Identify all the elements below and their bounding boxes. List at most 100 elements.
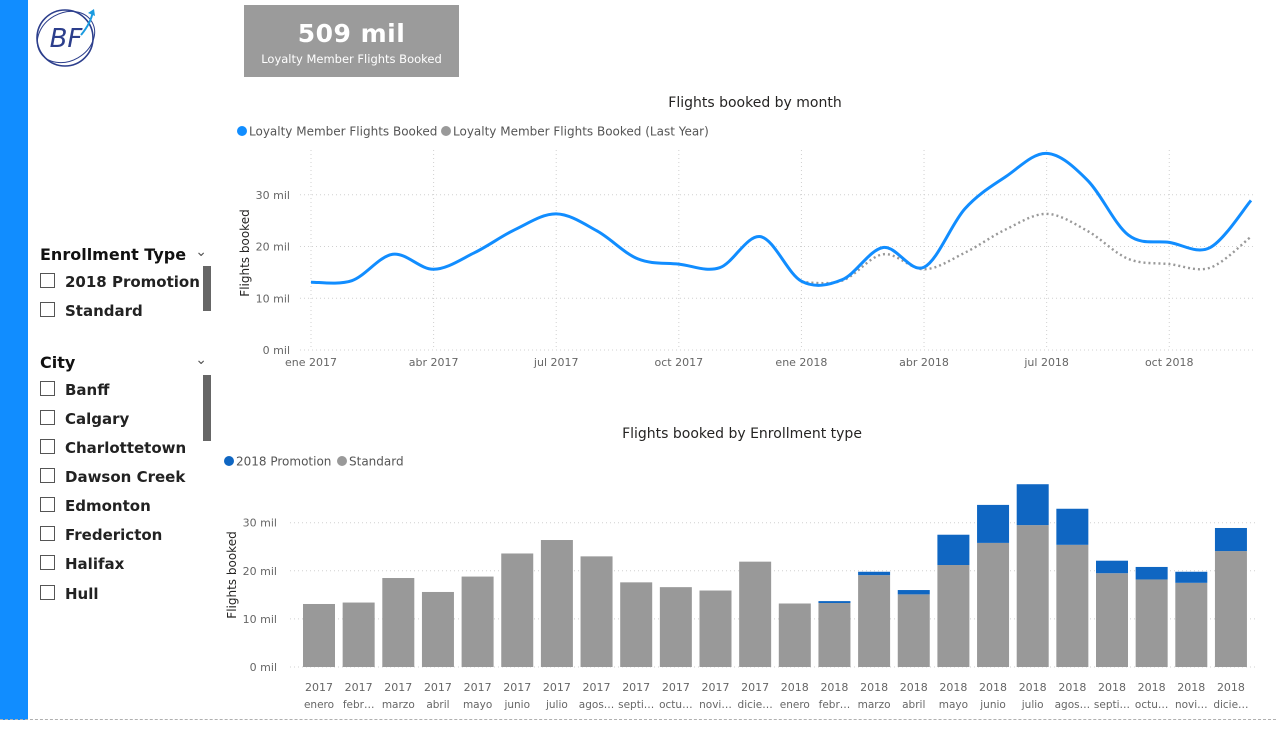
bar-standard[interactable] (977, 542, 1010, 667)
bar-2018-promotion[interactable] (858, 571, 891, 576)
bar-standard[interactable] (1135, 579, 1168, 667)
checkbox[interactable] (40, 526, 55, 541)
chevron-down-icon[interactable]: ⌄ (195, 352, 207, 368)
bar-standard[interactable] (461, 576, 494, 667)
x-tick-month: octu… (1135, 699, 1168, 711)
slicer-item-label: Calgary (65, 410, 130, 428)
slicer-item-calgary[interactable]: Calgary (40, 408, 129, 430)
bar-standard[interactable] (1175, 582, 1208, 667)
x-tick-month: dicie… (738, 699, 773, 711)
slicer-item-halifax[interactable]: Halifax (40, 553, 124, 575)
kpi-card[interactable]: 509 mil Loyalty Member Flights Booked (244, 5, 459, 77)
x-tick-month: octu… (659, 699, 692, 711)
bar-standard[interactable] (1056, 544, 1089, 667)
line-chart-x-ticks: ene 2017 abr 2017 jul 2017 oct 2017 ene 2018… (285, 356, 1194, 369)
checkbox[interactable] (40, 439, 55, 454)
slicer-item-standard[interactable]: Standard (40, 300, 143, 322)
y-tick-label: 30 mil (243, 517, 277, 530)
bar-standard[interactable] (739, 561, 772, 667)
checkbox[interactable] (40, 497, 55, 512)
checkbox[interactable] (40, 381, 55, 396)
bar-standard[interactable] (778, 603, 811, 667)
bar-standard[interactable] (303, 603, 335, 667)
checkbox[interactable] (40, 468, 55, 483)
checkbox[interactable] (40, 555, 55, 570)
x-tick-month: agos… (1055, 699, 1091, 711)
chevron-down-icon[interactable]: ⌄ (195, 244, 207, 260)
slicer-scrollbar[interactable] (203, 375, 211, 441)
bar-standard[interactable] (501, 553, 534, 667)
bar-2018-promotion[interactable] (1096, 560, 1128, 574)
checkbox[interactable] (40, 302, 55, 317)
slicer-item-fredericton[interactable]: Fredericton (40, 524, 162, 546)
bar-standard[interactable] (620, 582, 653, 667)
bar-2018-promotion[interactable] (977, 504, 1010, 543)
x-tick-month: septi… (618, 699, 654, 711)
flights-by-month-chart[interactable]: Flights booked by month Loyalty Member F… (225, 88, 1265, 373)
line-chart-legend[interactable]: Loyalty Member Flights Booked Loyalty Me… (237, 125, 709, 139)
flights-by-enrollment-chart[interactable]: Flights booked by Enrollment type 2018 P… (215, 418, 1270, 718)
x-tick-year: 2017 (741, 681, 769, 694)
x-tick-month: junio (503, 699, 530, 711)
bar-standard[interactable] (1214, 551, 1247, 667)
bar-chart-legend[interactable]: 2018 Promotion Standard (224, 455, 404, 469)
x-tick-month: dicie… (1213, 699, 1248, 711)
bar-2018-promotion[interactable] (1214, 527, 1247, 552)
left-accent-bar (0, 0, 28, 720)
bar-standard[interactable] (699, 590, 732, 667)
series-line-current[interactable] (310, 151, 1253, 287)
bar-2018-promotion[interactable] (897, 590, 930, 595)
bar-standard[interactable] (858, 575, 891, 667)
x-tick-year: 2017 (305, 681, 333, 694)
bar-2018-promotion[interactable] (1135, 566, 1168, 580)
bar-standard[interactable] (342, 602, 375, 667)
bar-standard[interactable] (659, 587, 692, 667)
slicer-item-2018-promotion[interactable]: 2018 Promotion (40, 271, 200, 293)
bar-standard[interactable] (1016, 525, 1049, 667)
bar-standard[interactable] (421, 591, 454, 667)
x-tick-year: 2018 (1019, 681, 1047, 694)
slicer-item-dawson-creek[interactable]: Dawson Creek (40, 466, 185, 488)
x-tick-label: jul 2017 (533, 356, 579, 369)
line-chart-y-ticks: 0 mil 10 mil 20 mil 30 mil (256, 189, 290, 357)
bar-standard[interactable] (580, 556, 613, 667)
series-line-last-year[interactable] (801, 212, 1252, 285)
bar-2018-promotion[interactable] (1175, 571, 1208, 583)
slicer-item-charlottetown[interactable]: Charlottetown (40, 437, 186, 459)
slicer-item-edmonton[interactable]: Edmonton (40, 495, 151, 517)
bar-2018-promotion[interactable] (1056, 508, 1089, 545)
line-chart-y-axis-label: Flights booked (238, 209, 252, 296)
bar-chart-bars (303, 484, 1247, 667)
checkbox[interactable] (40, 273, 55, 288)
city-slicer[interactable]: City ⌄ Banff Calgary Charlottetown Dawso… (40, 351, 215, 611)
bar-2018-promotion[interactable] (1016, 484, 1049, 526)
bar-chart-y-axis-label: Flights booked (225, 531, 239, 618)
x-tick-month: novi… (1175, 699, 1208, 711)
checkbox[interactable] (40, 410, 55, 425)
bar-2018-promotion[interactable] (937, 534, 970, 566)
checkbox[interactable] (40, 585, 55, 600)
slicer-item-label: Fredericton (65, 526, 163, 544)
x-tick-year: 2017 (345, 681, 373, 694)
x-tick-month: mayo (463, 699, 492, 711)
bar-chart-x-ticks: 2017 enero 2017 febr… 2017 marzo 2017 abril 2017… (304, 681, 1249, 711)
bar-standard[interactable] (382, 578, 415, 667)
slicer-item-label: Hull (65, 585, 99, 603)
x-tick-month: julio (545, 699, 568, 711)
bar-2018-promotion[interactable] (818, 601, 851, 604)
slicer-scrollbar[interactable] (203, 266, 211, 311)
slicer-item-banff[interactable]: Banff (40, 379, 109, 401)
bar-chart-y-ticks: 0 mil 10 mil 20 mil 30 mil (243, 517, 277, 674)
bar-standard[interactable] (937, 565, 970, 667)
bar-standard[interactable] (818, 603, 851, 667)
bar-standard[interactable] (1096, 573, 1128, 667)
x-tick-month: marzo (858, 699, 891, 711)
x-tick-year: 2017 (622, 681, 650, 694)
x-tick-year: 2017 (464, 681, 492, 694)
enrollment-type-slicer[interactable]: Enrollment Type ⌄ 2018 Promotion Standar… (40, 243, 215, 323)
slicer-item-hull[interactable]: Hull (40, 583, 99, 605)
bar-standard[interactable] (897, 594, 930, 667)
bar-standard[interactable] (540, 540, 573, 667)
kpi-value: 509 mil (297, 19, 406, 48)
slicer-item-label: Standard (65, 302, 143, 320)
